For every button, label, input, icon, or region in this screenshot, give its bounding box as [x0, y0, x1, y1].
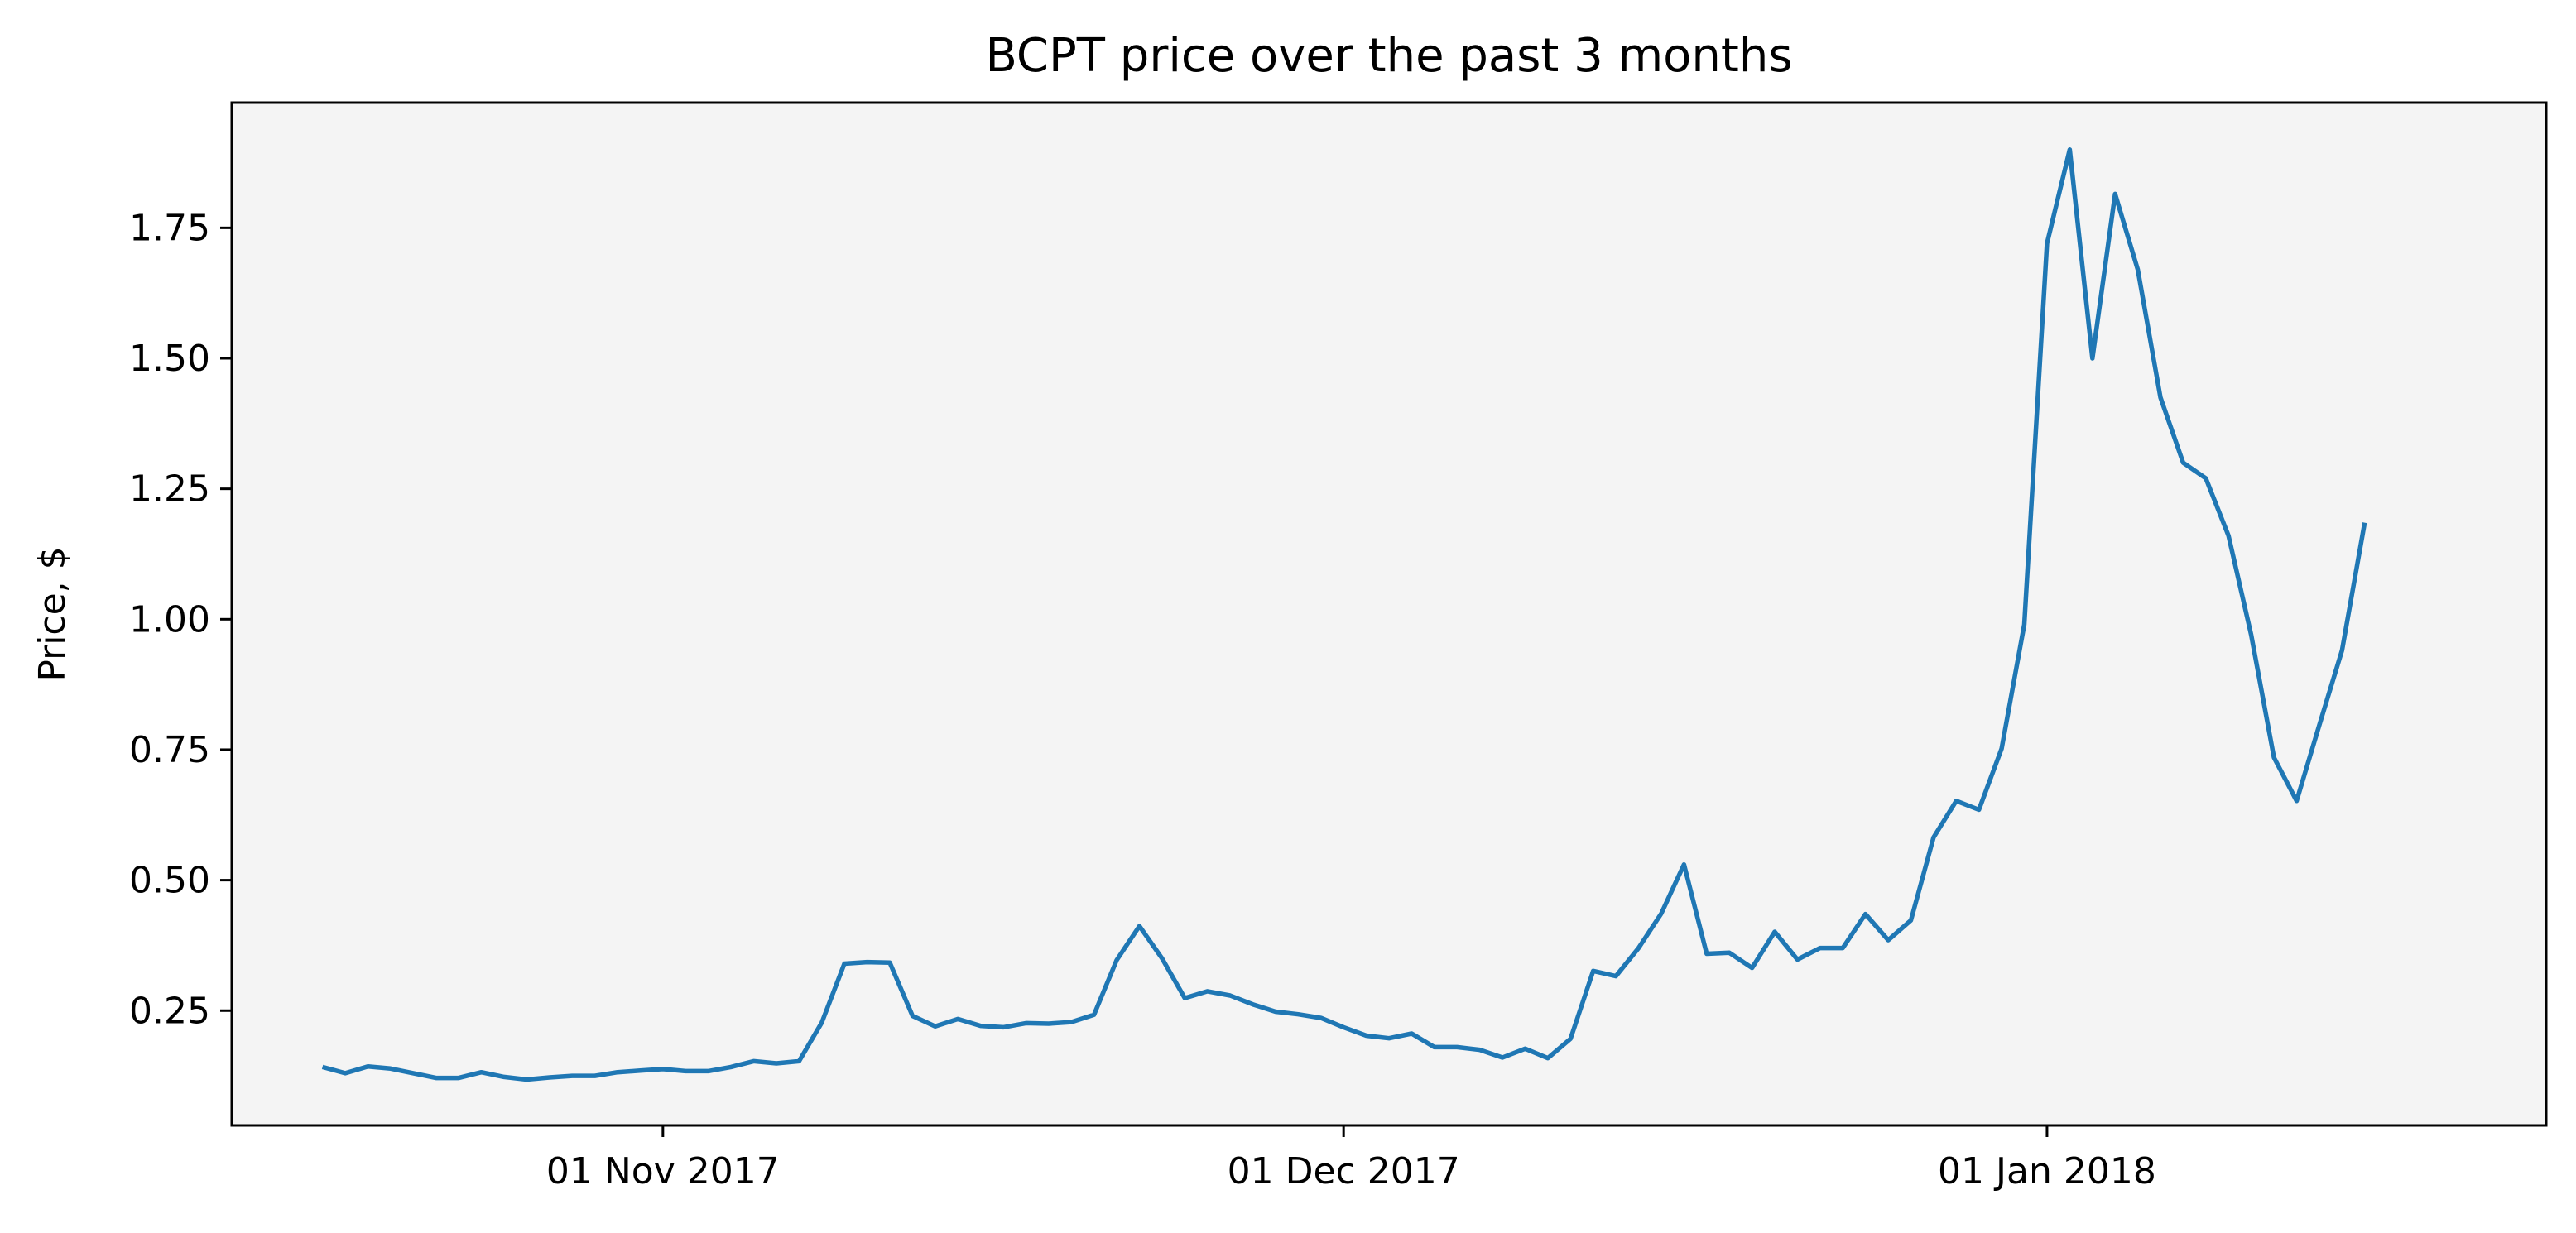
- x-tick-label: 01 Dec 2017: [1228, 1150, 1460, 1192]
- y-tick-label: 0.50: [129, 860, 210, 902]
- y-tick-label: 0.75: [129, 729, 210, 771]
- y-tick-label: 1.50: [129, 338, 210, 380]
- y-axis-label: Price, $: [31, 546, 74, 681]
- x-tick-label: 01 Jan 2018: [1938, 1150, 2156, 1192]
- x-tick-label: 01 Nov 2017: [546, 1150, 780, 1192]
- y-tick-label: 1.75: [129, 207, 210, 249]
- y-tick-label: 1.00: [129, 598, 210, 640]
- x-axis: 01 Nov 2017 01 Dec 2017 01 Jan 2018: [546, 1125, 2156, 1192]
- y-axis: 0.25 0.50 0.75 1.00 1.25 1.50 1.75: [129, 207, 232, 1032]
- y-tick-label: 1.25: [129, 468, 210, 511]
- plot-area: [232, 103, 2546, 1125]
- y-tick-label: 0.25: [129, 990, 210, 1032]
- chart-title: BCPT price over the past 3 months: [985, 29, 1792, 83]
- series-line: [321, 147, 2367, 1082]
- plot-frame: [230, 101, 2548, 1127]
